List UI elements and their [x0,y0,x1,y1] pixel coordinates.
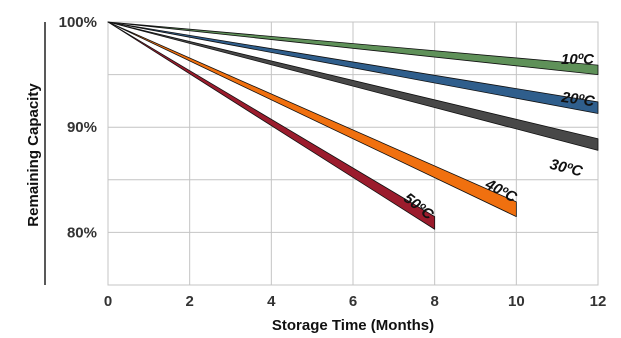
x-tick-label: 4 [267,293,276,310]
x-tick-label: 0 [104,293,112,310]
y-tick-label: 100% [59,14,97,31]
series-bands [107,21,599,230]
x-tick-label: 2 [185,293,193,310]
y-axis-title: Remaining Capacity [25,83,42,227]
x-tick-label: 6 [349,293,357,310]
series-label: 10ºC [561,51,595,68]
x-tick-labels: 0 2 4 6 8 10 12 [104,293,607,310]
y-tick-label: 90% [67,119,97,136]
x-axis-title: Storage Time (Months) [272,317,434,334]
y-tick-labels: 100% 90% 80% [59,14,97,241]
series-band [107,21,599,75]
x-tick-label: 12 [590,293,607,310]
y-tick-label: 80% [67,224,97,241]
series-label: 30ºC [548,156,585,181]
series-band [107,21,599,151]
series-band [107,21,436,230]
series-label: 20ºC [559,89,596,111]
x-tick-label: 10 [508,293,525,310]
series-band [107,21,599,114]
x-tick-label: 8 [430,293,438,310]
series-band [107,21,517,218]
